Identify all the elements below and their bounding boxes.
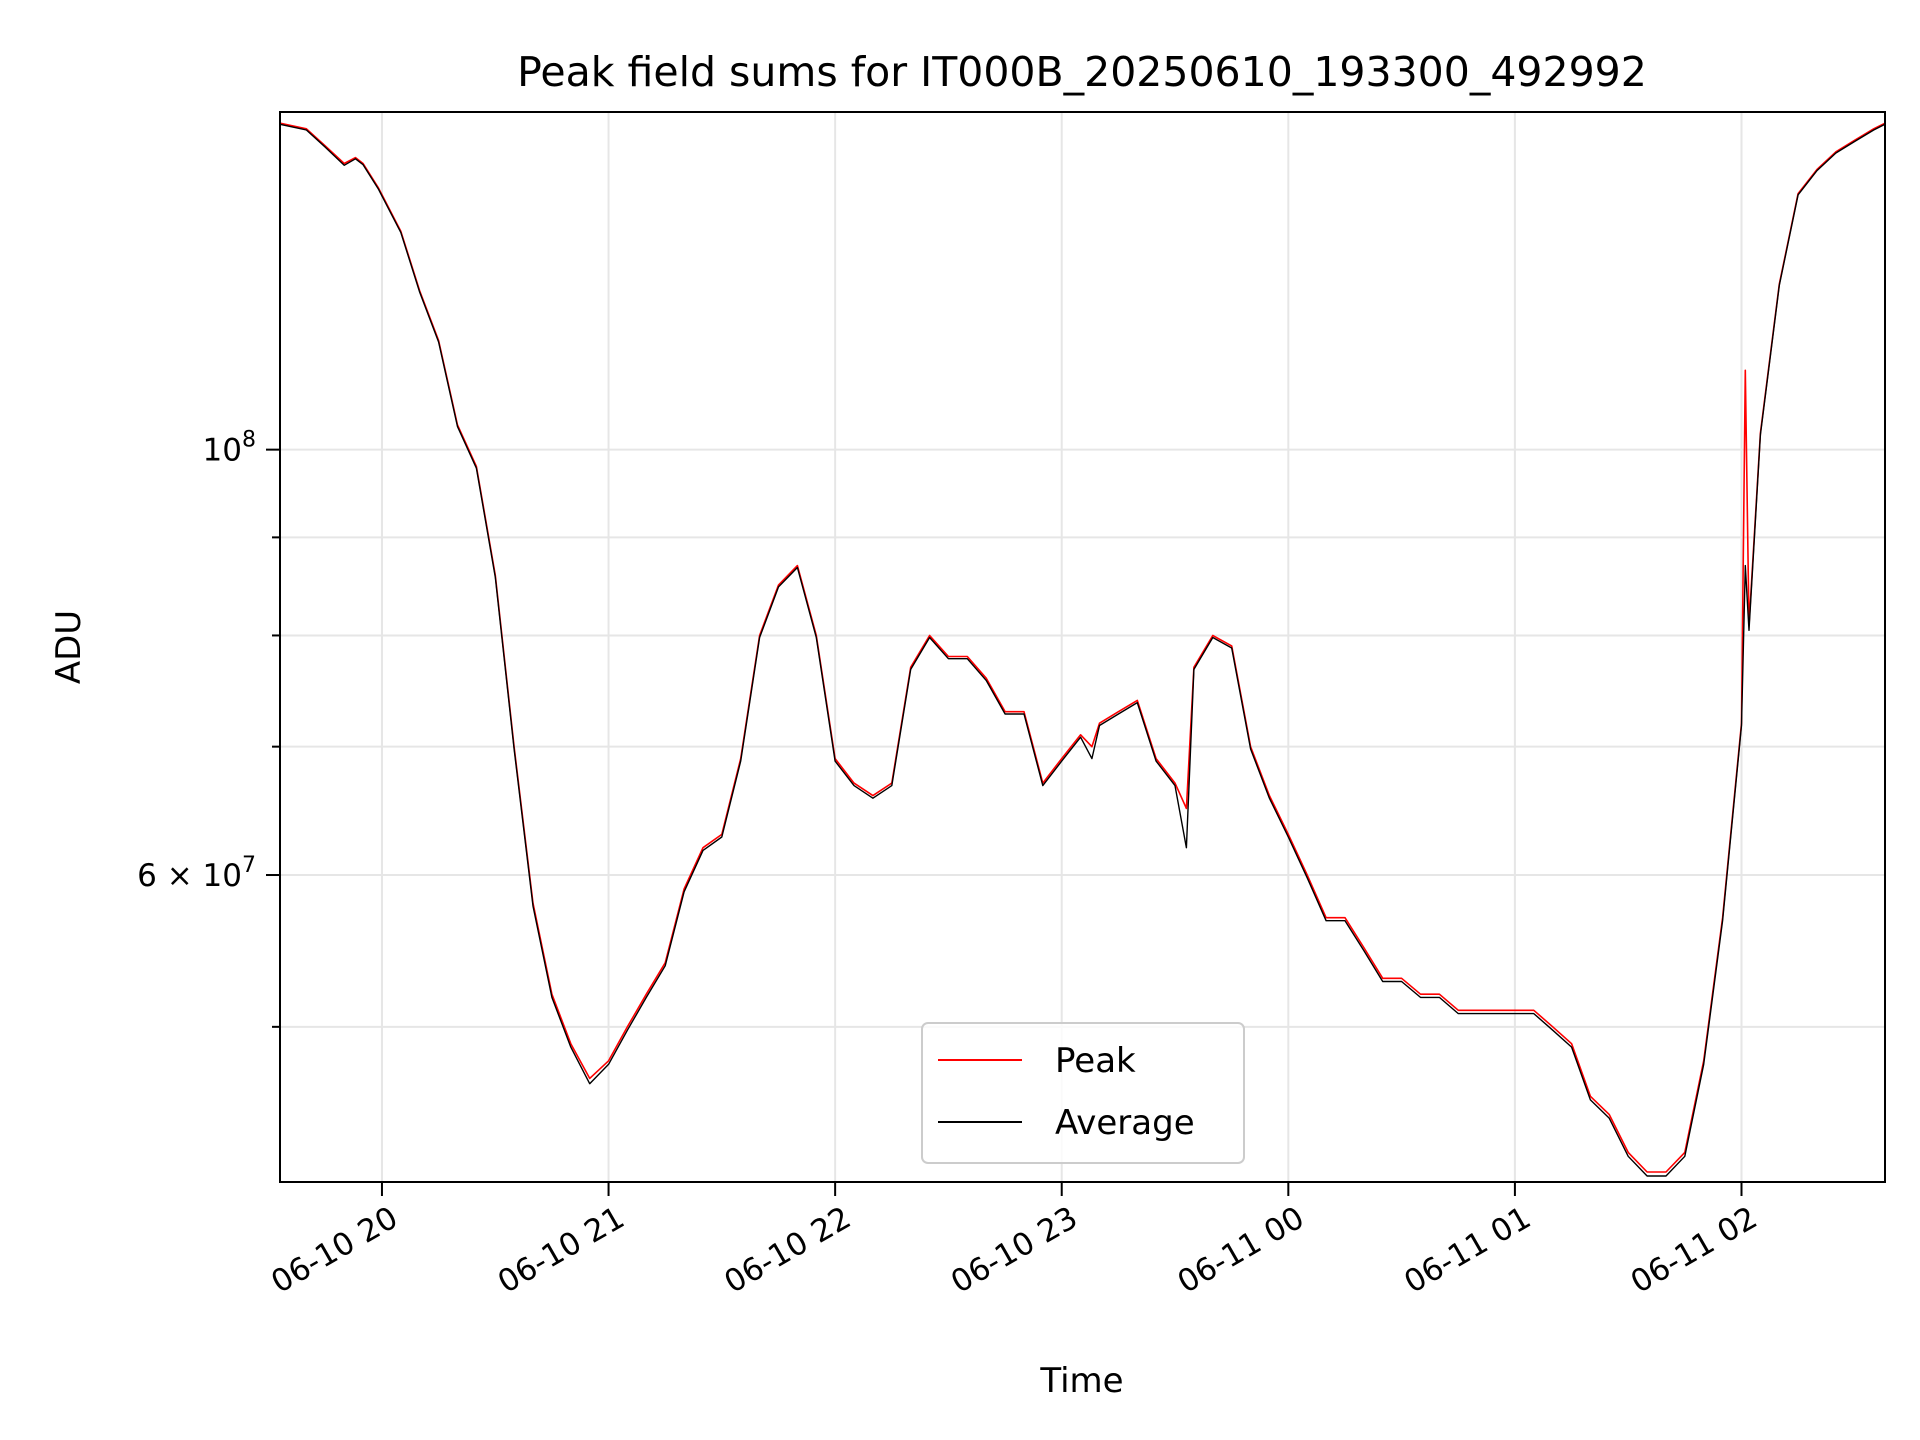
legend-label-peak: Peak — [1055, 1041, 1136, 1081]
x-tick-label: 06-11 02 — [1625, 1200, 1764, 1301]
legend-label-average: Average — [1055, 1103, 1195, 1143]
x-axis-ticks: 06-10 20 06-10 21 06-10 22 06-10 23 06-11 00… — [265, 1182, 1763, 1301]
x-tick-label: 06-11 01 — [1398, 1200, 1537, 1301]
legend-box — [921, 1022, 1245, 1164]
y-tick-label-base: 6 × 10 — [137, 858, 242, 894]
series-layer — [279, 122, 1886, 1177]
chart-title: Peak field sums for IT000B_20250610_1933… — [517, 48, 1647, 96]
x-tick-label: 06-10 21 — [492, 1200, 631, 1301]
grid-layer — [280, 112, 1885, 1182]
plot-frame — [279, 111, 1886, 1183]
y-tick-label: 108 — [203, 428, 256, 469]
y-tick-label-exponent: 7 — [242, 853, 256, 878]
y-axis-label: ADU — [49, 610, 89, 684]
x-tick-label: 06-10 20 — [265, 1200, 404, 1301]
y-tick-label-exponent: 8 — [242, 428, 256, 453]
legend: Peak Average — [921, 1022, 1245, 1164]
y-tick-label: 6 × 107 — [137, 853, 256, 894]
x-tick-label: 06-11 00 — [1172, 1200, 1311, 1301]
y-axis-ticks: 108 6 × 107 — [137, 428, 280, 1028]
x-tick-label: 06-10 23 — [945, 1200, 1084, 1301]
x-axis-label: Time — [1039, 1361, 1123, 1401]
y-tick-label-base: 10 — [203, 433, 242, 469]
series-line-average — [279, 123, 1886, 1177]
x-tick-label: 06-10 22 — [718, 1200, 857, 1301]
series-line-peak — [279, 122, 1886, 1173]
